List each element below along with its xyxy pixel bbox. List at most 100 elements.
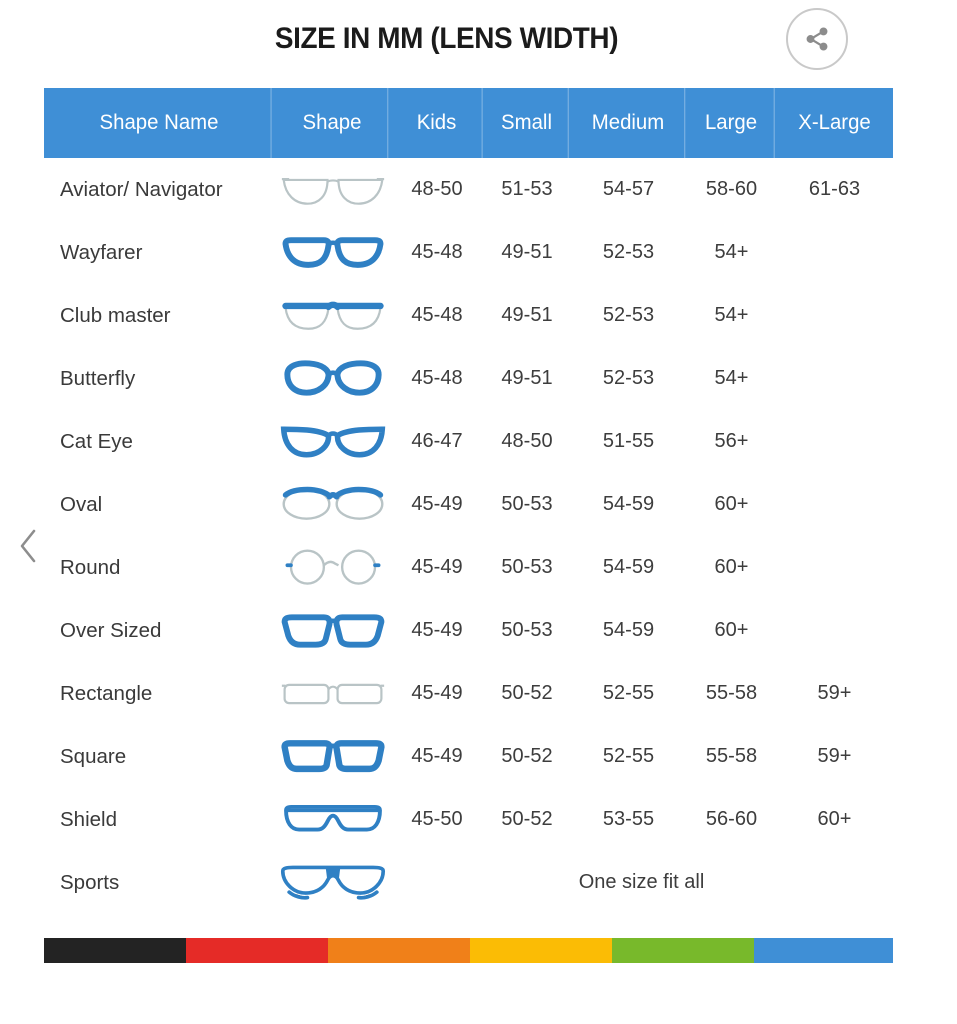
size-cell-xlarge: 60+ [817, 808, 852, 830]
size-cell-kids: 45-48 [411, 241, 463, 263]
shape-name-cell: Club master [60, 303, 171, 327]
shape-name-cell: Rectangle [60, 681, 153, 705]
size-cell-xlarge [776, 284, 893, 347]
shape-name-cell: Sports [60, 870, 120, 894]
size-cell-kids: 45-49 [411, 556, 463, 578]
size-cell-medium: 54-59 [602, 556, 655, 578]
size-cell-small: 49-51 [501, 367, 553, 389]
table-row: Aviator/ Navigator 48-50 51-53 54-57 58-60 61… [44, 158, 893, 221]
shape-name-cell: Wayfarer [60, 240, 143, 264]
size-cell-large: 54+ [714, 241, 749, 263]
table-row: Wayfarer 45-48 49-51 52-53 54+ [44, 221, 893, 284]
size-cell-xlarge: 59+ [817, 682, 852, 704]
color-segment-yellow [470, 938, 612, 963]
size-cell-kids: 45-48 [411, 367, 463, 389]
size-cell-large: 58-60 [705, 178, 758, 200]
sizing-table: Shape Name Shape Kids Small Medium Large… [44, 88, 893, 914]
size-cell-large: 54+ [714, 304, 749, 326]
chevron-left-icon [15, 526, 41, 571]
table-row: Club master 45-48 49-51 52-53 54+ [44, 284, 893, 347]
shape-name-cell: Round [60, 555, 121, 579]
table-row: Cat Eye 46-47 48-50 51-55 56+ [44, 410, 893, 473]
size-cell-small: 50-52 [501, 745, 553, 767]
shape-name-cell: Shield [60, 807, 117, 831]
size-cell-small: 50-52 [501, 682, 553, 704]
size-cell-medium: 54-59 [602, 619, 655, 641]
column-header-shape: Shape [277, 88, 389, 158]
table-row: Oval 45-49 50-53 54-59 60+ [44, 473, 893, 536]
size-cell-large: 60+ [714, 619, 749, 641]
size-cell-small: 49-51 [501, 241, 553, 263]
column-header-medium: Medium [572, 88, 686, 158]
column-header-xlarge: X-Large [798, 111, 871, 134]
color-segment-orange [328, 938, 470, 963]
round-glasses-icon [275, 536, 390, 599]
size-cell-medium: 53-55 [602, 808, 655, 830]
shape-name-cell: Butterfly [60, 366, 136, 390]
size-cell-large: 56+ [714, 430, 749, 452]
size-cell-medium: 52-55 [602, 682, 655, 704]
size-cell-medium: 52-53 [602, 304, 655, 326]
size-cell-xlarge [776, 410, 893, 473]
prev-arrow-button[interactable] [6, 520, 50, 576]
color-segment-black [44, 938, 186, 963]
size-cell-xlarge: 59+ [817, 745, 852, 767]
shape-name-cell: Cat Eye [60, 429, 133, 453]
size-cell-medium: 52-53 [602, 367, 655, 389]
share-icon [804, 26, 830, 52]
size-cell-medium: 54-57 [602, 178, 655, 200]
size-cell-large: 54+ [714, 367, 749, 389]
shape-name-cell: Oval [60, 492, 103, 516]
size-cell-kids: 45-49 [411, 682, 463, 704]
rectangle-glasses-icon [275, 662, 390, 725]
size-cell-kids: 45-49 [411, 745, 463, 767]
table-row: Rectangle 45-49 50-52 52-55 55-58 59+ [44, 662, 893, 725]
oversized-glasses-icon [275, 599, 390, 662]
size-cell-xlarge [776, 473, 893, 536]
bottom-spacer [0, 963, 957, 1024]
table-body: Aviator/ Navigator 48-50 51-53 54-57 58-60 61… [44, 158, 893, 914]
table-header-row: Shape Name Shape Kids Small Medium Large… [44, 88, 893, 158]
table-row: Round 45-49 50-53 54-59 60+ [44, 536, 893, 599]
butterfly-glasses-icon [275, 347, 390, 410]
size-cell-small: 50-53 [501, 556, 553, 578]
size-cell-medium: 52-53 [602, 241, 655, 263]
size-cell-small: 50-53 [501, 619, 553, 641]
size-cell-xlarge [776, 347, 893, 410]
table-row: Square 45-49 50-52 52-55 55-58 59+ [44, 725, 893, 788]
size-cell-large: 55-58 [705, 682, 758, 704]
column-header-large: Large [688, 88, 775, 158]
table-row: Butterfly 45-48 49-51 52-53 54+ [44, 347, 893, 410]
share-button[interactable] [786, 8, 848, 70]
wayfarer-glasses-icon [275, 221, 390, 284]
size-cell-kids: 48-50 [411, 178, 463, 200]
size-cell-xlarge: 61-63 [808, 178, 861, 200]
size-cell-large: 60+ [714, 556, 749, 578]
size-cell-xlarge [776, 599, 893, 662]
size-cell-xlarge [776, 221, 893, 284]
column-header-kids: Kids [391, 88, 483, 158]
size-cell-kids: 45-50 [411, 808, 463, 830]
size-cell-kids: 45-48 [411, 304, 463, 326]
page-title: SIZE IN MM (LENS WIDTH) [274, 22, 619, 55]
size-cell-small: 51-53 [501, 178, 553, 200]
color-bar [44, 938, 893, 963]
aviator-glasses-icon [275, 158, 390, 221]
size-cell-kids: 46-47 [411, 430, 463, 452]
color-segment-blue [754, 938, 893, 963]
size-cell-medium: 51-55 [602, 430, 655, 452]
table-row: Shield 45-50 50-52 53-55 56-60 60+ [44, 788, 893, 851]
shape-name-cell: Square [60, 744, 127, 768]
oval-glasses-icon [275, 473, 390, 536]
size-cell-kids: 45-49 [411, 619, 463, 641]
size-cell-small: 50-53 [501, 493, 553, 515]
one-size-fit-all-text: One size fit all [578, 871, 705, 893]
title-bar: SIZE IN MM (LENS WIDTH) [0, 0, 893, 88]
sports-glasses-icon [275, 851, 390, 914]
clubmaster-glasses-icon [275, 284, 390, 347]
size-cell-medium: 52-55 [602, 745, 655, 767]
size-cell-large: 56-60 [705, 808, 758, 830]
size-cell-small: 50-52 [501, 808, 553, 830]
size-cell-small: 49-51 [501, 304, 553, 326]
table-row: Over Sized 45-49 50-53 54-59 60+ [44, 599, 893, 662]
